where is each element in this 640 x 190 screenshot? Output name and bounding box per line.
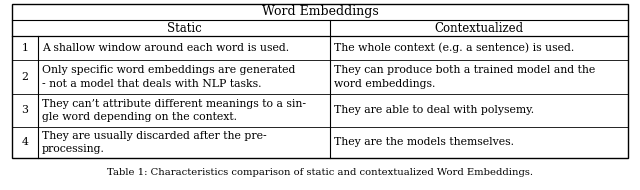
Text: They can produce both a trained model and the
word embeddings.: They can produce both a trained model an… bbox=[334, 65, 595, 89]
Text: Static: Static bbox=[166, 21, 202, 35]
Text: They are able to deal with polysemy.: They are able to deal with polysemy. bbox=[334, 105, 534, 115]
Text: Only specific word embeddings are generated
- not a model that deals with NLP ta: Only specific word embeddings are genera… bbox=[42, 65, 296, 89]
Text: They are usually discarded after the pre-
processing.: They are usually discarded after the pre… bbox=[42, 131, 267, 154]
Text: Contextualized: Contextualized bbox=[435, 21, 524, 35]
Text: 3: 3 bbox=[22, 105, 29, 115]
Text: Word Embeddings: Word Embeddings bbox=[262, 6, 378, 18]
Text: A shallow window around each word is used.: A shallow window around each word is use… bbox=[42, 43, 289, 53]
Bar bbox=[12, 4, 628, 158]
Text: 1: 1 bbox=[22, 43, 29, 53]
Text: They can’t attribute different meanings to a sin-
gle word depending on the cont: They can’t attribute different meanings … bbox=[42, 99, 306, 122]
Text: Table 1: Characteristics comparison of static and contextualized Word Embeddings: Table 1: Characteristics comparison of s… bbox=[107, 168, 533, 177]
Text: 2: 2 bbox=[22, 72, 29, 82]
Text: The whole context (e.g. a sentence) is used.: The whole context (e.g. a sentence) is u… bbox=[334, 43, 574, 53]
Text: They are the models themselves.: They are the models themselves. bbox=[334, 138, 514, 147]
Text: 4: 4 bbox=[22, 138, 28, 147]
